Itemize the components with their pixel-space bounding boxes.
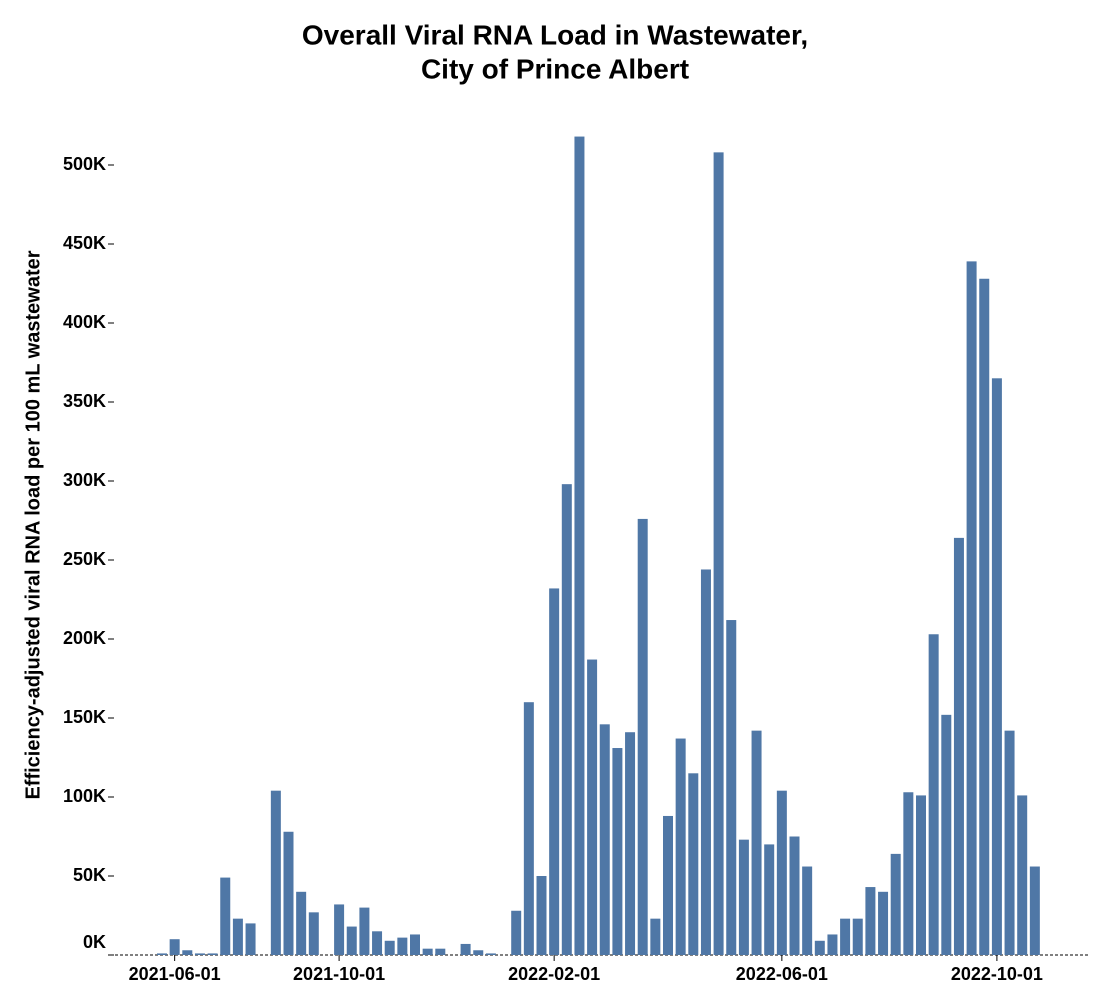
- bar: [916, 795, 926, 955]
- bar: [802, 866, 813, 955]
- bar: [941, 714, 952, 955]
- bar: [435, 948, 446, 955]
- y-tick-label: 200K: [63, 628, 106, 648]
- bar: [422, 948, 433, 955]
- bar: [991, 378, 1002, 955]
- bar: [283, 831, 294, 955]
- bar: [384, 940, 395, 955]
- bar: [334, 904, 345, 955]
- bar: [182, 950, 193, 955]
- bar: [169, 939, 180, 955]
- bar: [460, 943, 471, 955]
- bar: [523, 702, 534, 955]
- bar: [612, 748, 623, 955]
- bar: [587, 659, 598, 955]
- bar: [194, 953, 205, 955]
- y-tick-label: 0K: [83, 932, 106, 952]
- bar: [625, 732, 636, 955]
- bar: [561, 484, 572, 955]
- bar: [359, 907, 370, 955]
- chart-title: Overall Viral RNA Load in Wastewater,: [302, 19, 808, 50]
- bar: [764, 844, 775, 955]
- bar: [663, 815, 673, 955]
- bar: [574, 136, 585, 955]
- bar: [1017, 795, 1028, 955]
- bar: [688, 773, 699, 955]
- bar: [700, 569, 711, 955]
- bar: [473, 950, 484, 955]
- y-tick-label: 400K: [63, 312, 106, 332]
- bar: [776, 790, 787, 955]
- bar: [738, 839, 749, 955]
- bar: [789, 836, 800, 955]
- bar: [726, 620, 737, 955]
- y-tick-label: 450K: [63, 233, 106, 253]
- bar: [840, 918, 851, 955]
- bar: [485, 953, 496, 955]
- y-tick-label: 500K: [63, 154, 106, 174]
- chart-title: City of Prince Albert: [421, 53, 689, 84]
- bar: [890, 853, 901, 955]
- bar: [675, 738, 686, 955]
- bar: [511, 910, 522, 955]
- bar: [979, 278, 990, 955]
- bar: [814, 940, 825, 955]
- bar: [308, 912, 319, 955]
- bar: [1029, 866, 1040, 955]
- y-tick-label: 50K: [73, 865, 106, 885]
- bar: [410, 934, 420, 955]
- bar: [157, 953, 167, 955]
- y-tick-label: 250K: [63, 549, 106, 569]
- bar: [245, 923, 256, 955]
- bar: [220, 877, 231, 955]
- bar: [270, 790, 281, 955]
- y-tick-label: 150K: [63, 707, 106, 727]
- bar: [637, 518, 648, 955]
- y-axis-title: Efficiency-adjusted viral RNA load per 1…: [22, 250, 44, 799]
- bar: [865, 887, 876, 955]
- x-tick-label: 2021-06-01: [129, 964, 221, 984]
- bar: [903, 792, 914, 955]
- bar: [296, 891, 307, 955]
- y-tick-label: 350K: [63, 391, 106, 411]
- bar: [751, 730, 762, 955]
- bar: [346, 926, 357, 955]
- bar: [966, 261, 977, 955]
- x-tick-label: 2022-06-01: [736, 964, 828, 984]
- y-tick-label: 300K: [63, 470, 106, 490]
- bar: [372, 931, 383, 955]
- x-tick-label: 2022-10-01: [951, 964, 1043, 984]
- bar: [878, 891, 889, 955]
- bar: [1004, 730, 1015, 955]
- bar: [549, 588, 560, 955]
- bar: [650, 918, 661, 955]
- bar: [713, 152, 724, 956]
- bar: [953, 537, 964, 955]
- bar: [852, 918, 863, 955]
- y-tick-label: 100K: [63, 786, 106, 806]
- bar: [207, 953, 218, 955]
- x-tick-label: 2022-02-01: [508, 964, 600, 984]
- bar: [397, 937, 408, 955]
- bar: [928, 634, 939, 955]
- bar: [827, 934, 838, 955]
- bar: [599, 724, 610, 955]
- bar: [232, 918, 243, 955]
- x-tick-label: 2021-10-01: [293, 964, 385, 984]
- bar: [536, 876, 547, 955]
